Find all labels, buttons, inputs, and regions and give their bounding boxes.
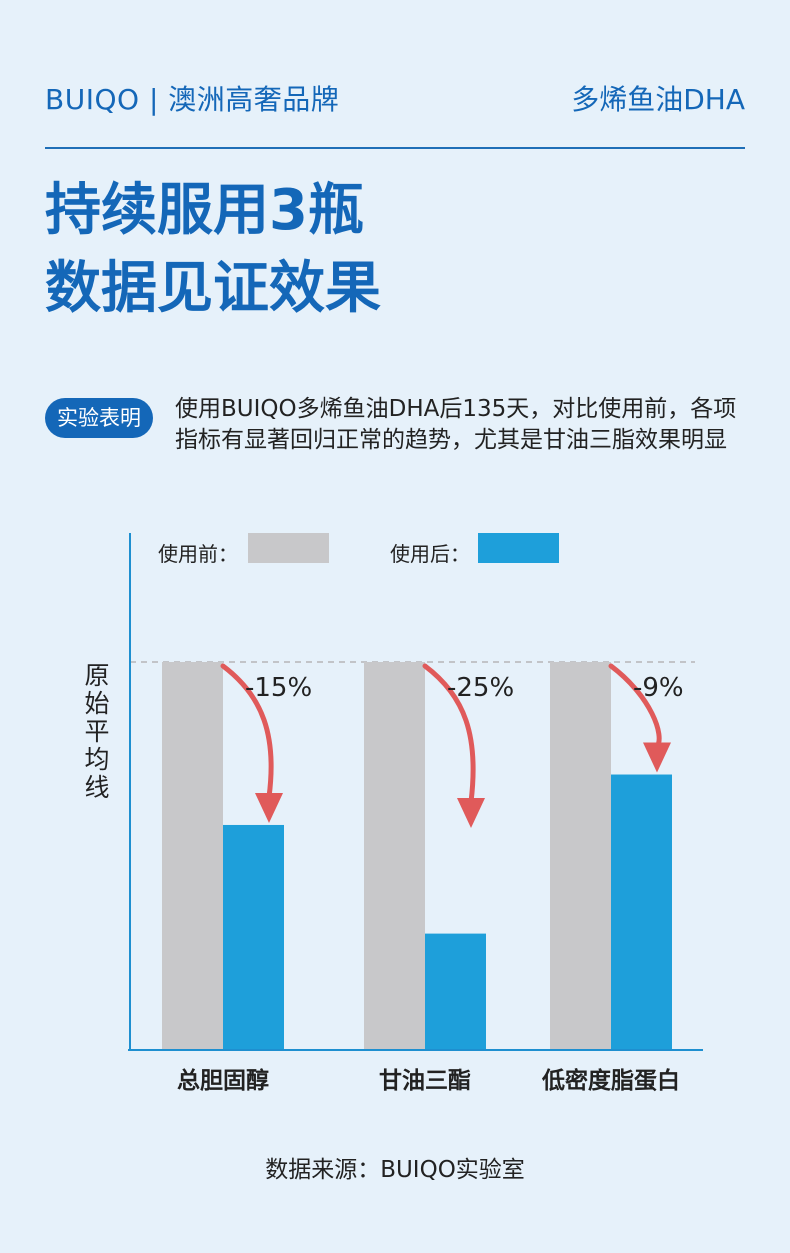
bar-before-1 [364,662,425,1050]
header-divider [45,147,745,149]
page-title: 持续服用3瓶 数据见证效果 [45,172,381,328]
title-line-1: 持续服用3瓶 [45,178,364,243]
bar-after-2 [611,774,672,1050]
bar-before-0 [162,662,223,1050]
category-label-1: 甘油三酯 [379,1068,471,1094]
change-label-1: -25% [447,673,514,703]
change-arrow-2 [608,663,662,750]
legend-label-after: 使用后： [390,542,470,566]
legend-label-before: 使用前： [158,542,238,566]
change-label-2: -9% [633,673,684,703]
data-source: 数据来源：BUIQO实验室 [265,1157,525,1183]
change-arrowhead-2 [643,742,671,773]
bar-after-0 [223,824,284,1050]
experiment-badge: 实验表明 [45,398,153,438]
brand-label: BUIQO | 澳洲高奢品牌 [45,83,340,116]
category-label-0: 总胆固醇 [177,1067,269,1094]
bar-after-1 [425,933,486,1050]
title-line-2: 数据见证效果 [45,256,381,321]
legend-swatch-after [478,533,559,563]
change-arrow-1 [422,663,476,805]
legend-swatch-before [248,533,329,563]
change-arrowhead-1 [457,798,485,828]
experiment-note: 使用BUIQO多烯鱼油DHA后135天，对比使用前，各项指标有显著回归正常的趋势… [175,396,737,453]
header: BUIQO | 澳洲高奢品牌 多烯鱼油DHA [45,78,745,118]
product-label: 多烯鱼油DHA [571,83,745,116]
change-label-0: -15% [245,673,312,703]
category-label-2: 低密度脂蛋白 [541,1067,680,1094]
bar-before-2 [550,662,611,1050]
change-arrow-0 [220,663,274,800]
y-axis-label: 原始平均线 [84,661,110,802]
change-arrowhead-0 [255,792,283,823]
